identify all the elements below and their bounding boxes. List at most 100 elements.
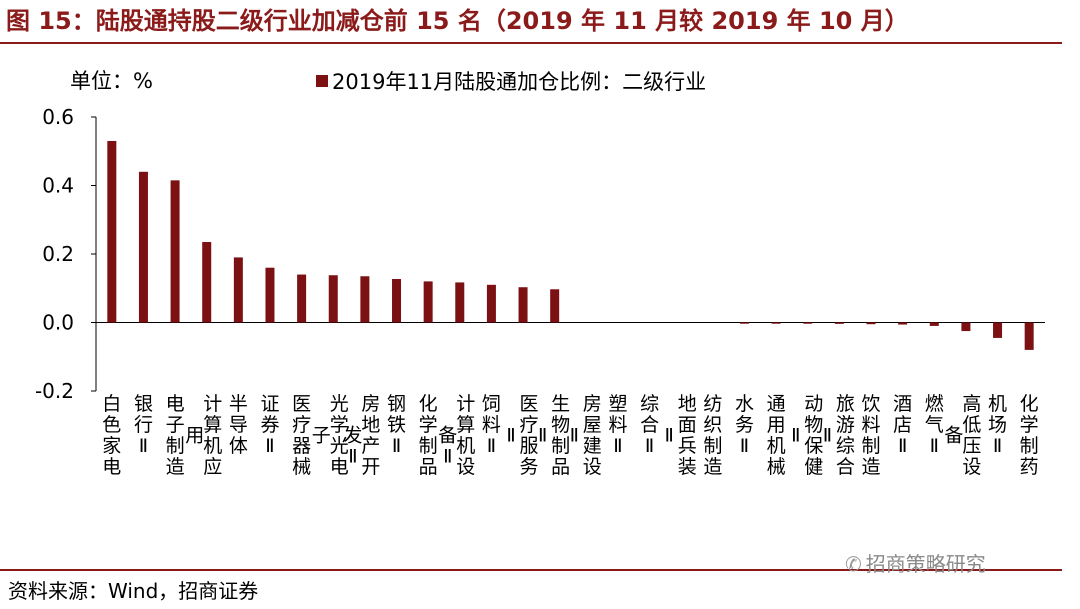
bar bbox=[455, 282, 465, 323]
svg-text:店: 店 bbox=[893, 414, 912, 436]
svg-text:压: 压 bbox=[962, 435, 981, 457]
svg-text:设: 设 bbox=[583, 456, 602, 478]
svg-text:房: 房 bbox=[361, 393, 380, 415]
svg-text:机: 机 bbox=[988, 393, 1007, 415]
wechat-icon: ✆ bbox=[845, 552, 862, 576]
footer-rule bbox=[0, 569, 1062, 571]
svg-text:装: 装 bbox=[678, 456, 697, 478]
svg-text:Ⅱ: Ⅱ bbox=[506, 425, 515, 447]
bar bbox=[866, 322, 876, 325]
y-tick-label: -0.2 bbox=[35, 379, 74, 403]
svg-text:动: 动 bbox=[804, 393, 823, 415]
axes: -0.2 0.0 0.2 0.4 0.6 bbox=[35, 105, 1045, 403]
svg-text:Ⅱ: Ⅱ bbox=[443, 446, 452, 468]
svg-text:银: 银 bbox=[134, 393, 153, 415]
svg-text:化: 化 bbox=[1020, 393, 1039, 415]
svg-text:Ⅱ: Ⅱ bbox=[392, 435, 401, 457]
svg-text:电: 电 bbox=[166, 393, 185, 415]
svg-text:Ⅱ: Ⅱ bbox=[613, 435, 622, 457]
svg-text:疗: 疗 bbox=[292, 414, 311, 436]
svg-text:制: 制 bbox=[1020, 435, 1039, 457]
svg-text:建: 建 bbox=[583, 435, 602, 457]
svg-text:Ⅱ: Ⅱ bbox=[570, 425, 579, 447]
figure-title: 图 15：陆股通持股二级行业加减仓前 15 名（2019 年 11 月较 201… bbox=[6, 7, 909, 35]
svg-text:铁: 铁 bbox=[387, 414, 406, 436]
svg-text:券: 券 bbox=[260, 414, 279, 436]
svg-text:设: 设 bbox=[456, 456, 475, 478]
svg-text:医: 医 bbox=[292, 393, 311, 415]
svg-text:物: 物 bbox=[551, 414, 570, 436]
svg-text:Ⅱ: Ⅱ bbox=[348, 446, 357, 468]
svg-text:屋: 屋 bbox=[583, 414, 602, 436]
svg-text:开: 开 bbox=[361, 456, 380, 478]
svg-text:光: 光 bbox=[330, 435, 349, 457]
bars bbox=[107, 140, 1034, 350]
svg-text:机: 机 bbox=[767, 435, 786, 457]
svg-text:生: 生 bbox=[551, 393, 570, 415]
bar bbox=[328, 275, 338, 323]
svg-text:行: 行 bbox=[134, 414, 153, 436]
svg-text:械: 械 bbox=[292, 456, 311, 478]
svg-text:Ⅱ: Ⅱ bbox=[740, 435, 749, 457]
svg-text:健: 健 bbox=[804, 456, 823, 478]
svg-text:学: 学 bbox=[1020, 414, 1039, 436]
svg-text:备: 备 bbox=[944, 425, 963, 447]
bar bbox=[138, 171, 148, 323]
svg-text:合: 合 bbox=[836, 456, 855, 478]
svg-text:Ⅱ: Ⅱ bbox=[665, 425, 674, 447]
svg-text:造: 造 bbox=[862, 456, 881, 478]
bar bbox=[265, 267, 275, 323]
watermark-text: 招商策略研究 bbox=[865, 552, 986, 576]
svg-text:房: 房 bbox=[583, 393, 602, 415]
svg-text:饮: 饮 bbox=[862, 393, 881, 415]
svg-text:务: 务 bbox=[735, 414, 754, 436]
svg-text:备: 备 bbox=[438, 425, 457, 447]
svg-text:产: 产 bbox=[361, 435, 380, 457]
svg-text:保: 保 bbox=[804, 435, 823, 457]
y-tick-label: 0.4 bbox=[42, 174, 74, 198]
svg-text:用: 用 bbox=[767, 414, 786, 436]
bar bbox=[929, 322, 939, 326]
bar bbox=[170, 180, 180, 323]
bar bbox=[423, 281, 433, 323]
svg-text:造: 造 bbox=[703, 456, 722, 478]
svg-text:高: 高 bbox=[962, 393, 981, 415]
svg-text:子: 子 bbox=[312, 425, 331, 447]
bar bbox=[297, 274, 307, 323]
svg-text:算: 算 bbox=[203, 414, 222, 436]
svg-text:设: 设 bbox=[962, 456, 981, 478]
svg-text:Ⅱ: Ⅱ bbox=[265, 435, 274, 457]
svg-text:Ⅱ: Ⅱ bbox=[538, 425, 547, 447]
svg-text:旅: 旅 bbox=[836, 393, 855, 415]
unit-label: 单位：% bbox=[70, 69, 153, 93]
svg-text:计: 计 bbox=[203, 393, 222, 415]
svg-text:Ⅱ: Ⅱ bbox=[487, 435, 496, 457]
svg-text:机: 机 bbox=[203, 435, 222, 457]
svg-text:Ⅱ: Ⅱ bbox=[993, 435, 1002, 457]
svg-text:物: 物 bbox=[804, 414, 823, 436]
svg-text:兵: 兵 bbox=[678, 435, 697, 457]
svg-text:电: 电 bbox=[102, 456, 121, 478]
svg-text:造: 造 bbox=[166, 456, 185, 478]
svg-text:白: 白 bbox=[102, 393, 121, 415]
svg-text:制: 制 bbox=[419, 435, 438, 457]
legend-label: 2019年11月陆股通加仓比例：二级行业 bbox=[332, 70, 706, 94]
svg-text:家: 家 bbox=[102, 435, 121, 457]
x-tick-label: 半导体 bbox=[229, 393, 248, 457]
y-tick-label: 0.0 bbox=[42, 311, 74, 335]
svg-text:Ⅱ: Ⅱ bbox=[791, 425, 800, 447]
